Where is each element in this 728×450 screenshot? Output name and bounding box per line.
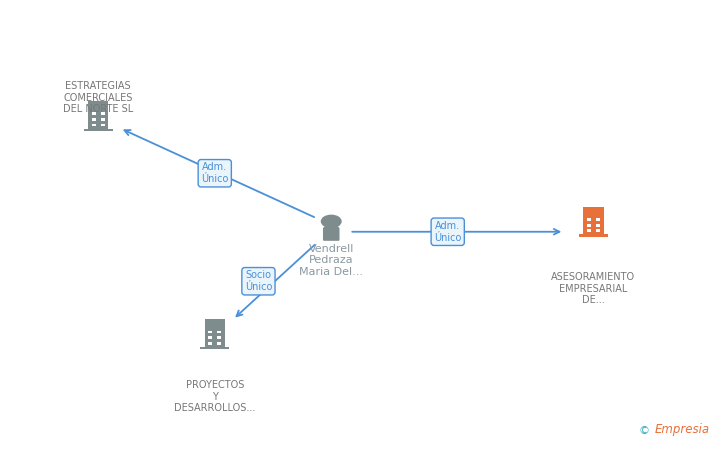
FancyBboxPatch shape <box>217 342 221 345</box>
FancyBboxPatch shape <box>579 234 608 237</box>
Text: Socio
Único: Socio Único <box>245 270 272 292</box>
Circle shape <box>322 216 341 227</box>
FancyBboxPatch shape <box>208 331 213 333</box>
FancyBboxPatch shape <box>217 331 221 333</box>
FancyBboxPatch shape <box>587 218 591 221</box>
FancyBboxPatch shape <box>100 124 105 126</box>
Text: ©: © <box>638 427 650 436</box>
FancyBboxPatch shape <box>217 336 221 339</box>
FancyBboxPatch shape <box>92 124 96 126</box>
Text: ESTRATEGIAS
COMERCIALES
DEL NORTE SL: ESTRATEGIAS COMERCIALES DEL NORTE SL <box>63 81 133 114</box>
FancyBboxPatch shape <box>205 319 225 347</box>
FancyBboxPatch shape <box>208 342 213 345</box>
FancyBboxPatch shape <box>88 101 108 129</box>
Text: Vendrell
Pedraza
Maria Del...: Vendrell Pedraza Maria Del... <box>299 243 363 277</box>
Text: Adm.
Único: Adm. Único <box>434 221 462 243</box>
FancyBboxPatch shape <box>596 230 600 232</box>
Text: ASESORAMIENTO
EMPRESARIAL
DE...: ASESORAMIENTO EMPRESARIAL DE... <box>551 272 636 306</box>
FancyBboxPatch shape <box>100 112 105 115</box>
Text: Adm.
Único: Adm. Único <box>201 162 229 184</box>
FancyBboxPatch shape <box>208 336 213 339</box>
Polygon shape <box>324 226 339 240</box>
FancyBboxPatch shape <box>84 129 113 131</box>
FancyBboxPatch shape <box>200 347 229 349</box>
Text: PROYECTOS
Y
DESARROLLOS...: PROYECTOS Y DESARROLLOS... <box>174 380 256 414</box>
FancyBboxPatch shape <box>596 218 600 221</box>
FancyBboxPatch shape <box>92 118 96 121</box>
Text: Empresia: Empresia <box>654 423 710 436</box>
FancyBboxPatch shape <box>596 224 600 226</box>
FancyBboxPatch shape <box>583 207 604 234</box>
FancyBboxPatch shape <box>587 230 591 232</box>
FancyBboxPatch shape <box>100 118 105 121</box>
FancyBboxPatch shape <box>92 112 96 115</box>
FancyBboxPatch shape <box>587 224 591 226</box>
